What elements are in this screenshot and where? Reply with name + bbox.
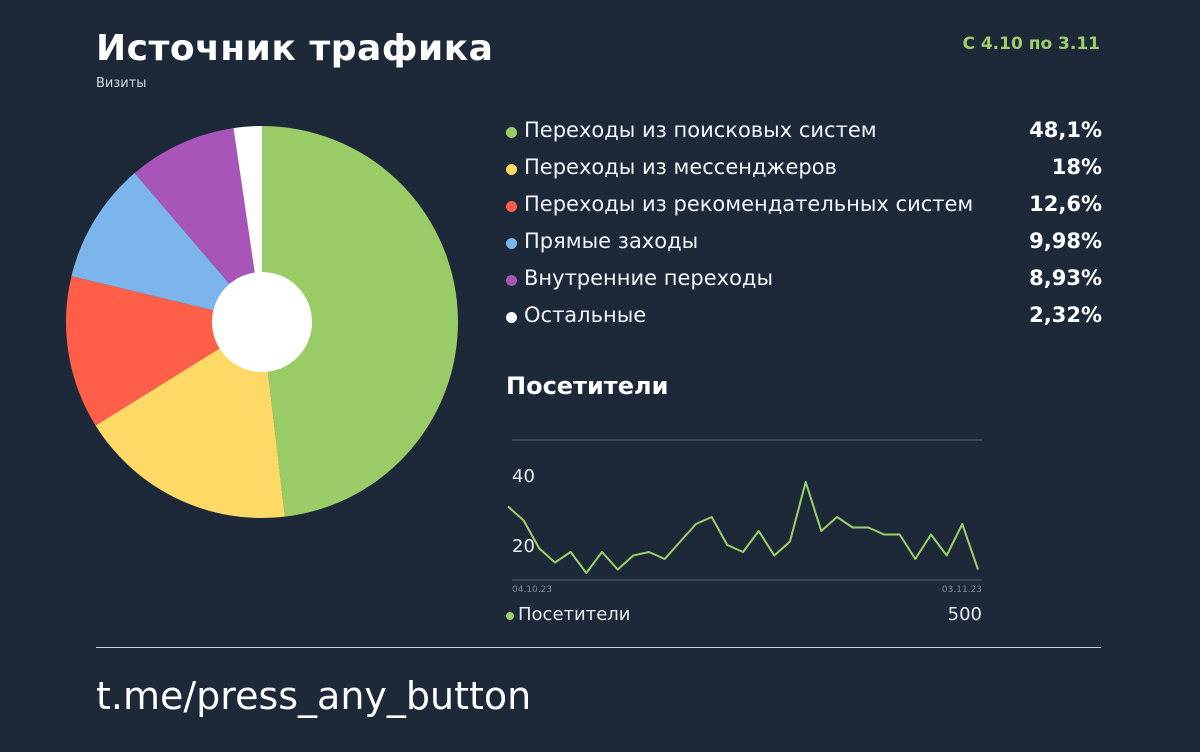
page-subtitle: Визиты (96, 76, 147, 91)
legend-value: 9,98% (1029, 229, 1102, 253)
legend-label: Прямые заходы (524, 229, 699, 253)
legend-dot (506, 275, 517, 286)
pie-center-hole (212, 272, 312, 372)
legend-label: Остальные (524, 303, 647, 327)
x-start-label: 04.10.23 (512, 585, 552, 595)
visitors-series-line (507, 481, 979, 574)
pie-slice-1 (262, 126, 458, 517)
legend-value: 12,6% (1029, 192, 1102, 216)
pie-slice-4 (71, 173, 262, 322)
legend-dot (506, 201, 517, 212)
legend-label: Переходы из мессенджеров (524, 155, 837, 179)
legend-item: Переходы из поисковых систем 48,1% (506, 118, 1102, 155)
legend-item: Переходы из рекомендательных систем 12,6% (506, 192, 1102, 229)
legend-value: 8,93% (1029, 266, 1102, 290)
legend-value: 2,32% (1029, 303, 1102, 327)
legend-item: Переходы из мессенджеров 18% (506, 155, 1102, 192)
legend-dot (506, 164, 517, 175)
pie-slice-2 (95, 322, 285, 518)
legend-value: 18% (1051, 155, 1102, 179)
visitors-line-chart: 20 40 04.10.23 03.11.23 (507, 439, 982, 595)
legend-item: Прямые заходы 9,98% (506, 229, 1102, 266)
visitors-legend-label: Посетители (518, 604, 631, 625)
traffic-pie-chart (66, 126, 458, 518)
pie-slice-5 (134, 128, 262, 322)
legend-item: Внутренние переходы 8,93% (506, 266, 1102, 303)
y-tick-label: 20 (512, 536, 535, 557)
visitors-total: 500 (947, 604, 982, 625)
x-end-label: 03.11.23 (942, 585, 982, 595)
legend-dot (506, 312, 517, 323)
y-tick-label: 40 (512, 466, 535, 487)
legend-dot (506, 127, 517, 138)
footer-link[interactable]: t.me/press_any_button (96, 674, 532, 718)
pie-legend: Переходы из поисковых систем 48,1% Переход… (506, 118, 1102, 340)
visitors-legend-dot (506, 612, 514, 620)
legend-label: Переходы из поисковых систем (524, 118, 877, 142)
page-title: Источник трафика (96, 28, 494, 69)
legend-dot (506, 238, 517, 249)
divider (96, 647, 1101, 648)
legend-value: 48,1% (1029, 118, 1102, 142)
legend-label: Переходы из рекомендательных систем (524, 192, 974, 216)
visitors-chart-title: Посетители (506, 372, 669, 400)
legend-label: Внутренние переходы (524, 266, 774, 290)
date-range: С 4.10 по 3.11 (962, 34, 1100, 54)
legend-item: Остальные 2,32% (506, 303, 1102, 340)
